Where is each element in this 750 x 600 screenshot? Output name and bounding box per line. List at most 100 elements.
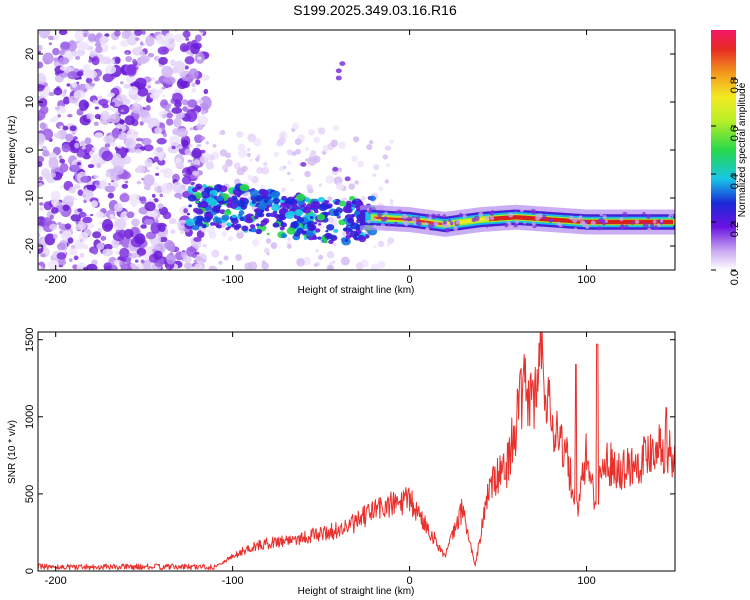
spectrogram-blob — [48, 91, 55, 97]
spectrogram-blob — [91, 146, 97, 152]
spectrogram-blob — [344, 176, 351, 182]
ridge-dot — [650, 223, 654, 228]
spectrogram-blob — [109, 101, 116, 107]
spectrogram-blob — [201, 224, 207, 229]
spectrogram-blob — [165, 253, 176, 265]
spectrogram-blob — [65, 133, 74, 142]
ridge-dot — [508, 212, 514, 218]
spectrogram-blob — [256, 167, 264, 174]
spectrogram-blob — [193, 236, 202, 242]
spectrogram-blob — [101, 218, 114, 232]
spectrogram-blob — [171, 145, 176, 150]
spectrogram-blob — [57, 259, 67, 266]
spectrogram-blob — [145, 35, 155, 47]
spectrogram-blob — [166, 118, 174, 126]
spectrogram-blob — [169, 135, 181, 147]
spectrogram-blob — [369, 195, 377, 202]
spectrogram-blob — [173, 60, 186, 74]
ridge-dot — [671, 214, 674, 217]
spectrogram-blob — [209, 187, 213, 191]
spectrogram-blob — [185, 218, 196, 227]
ridge-dot — [504, 223, 509, 228]
spectrogram-blob — [145, 231, 157, 240]
spectrogram-blob — [141, 137, 152, 146]
spectrogram-blob — [151, 193, 156, 198]
spectrogram-blob — [155, 172, 160, 176]
ridge-dot — [599, 212, 604, 217]
spectrogram-blob — [386, 243, 391, 247]
spectrogram-blob — [260, 189, 269, 197]
spectrogram-blob — [114, 218, 127, 230]
spectrogram-blob — [86, 113, 92, 120]
ridge-dot — [437, 213, 441, 218]
spectrogram-blob — [187, 159, 193, 163]
spectrogram-blob — [49, 214, 54, 220]
spectrogram-blob — [334, 200, 339, 205]
spectrogram-blob — [358, 235, 367, 243]
spectrogram-blob — [186, 246, 197, 257]
spectrogram-blob — [153, 156, 159, 163]
spectrogram-blob — [154, 80, 161, 85]
spectrogram-blob — [52, 233, 58, 240]
spectrogram-blob — [119, 260, 125, 266]
spectrogram-blob — [137, 87, 149, 97]
snr-xlabel: Height of straight line (km) — [298, 586, 415, 597]
spectrogram-blob — [317, 236, 322, 240]
ridge-dot — [471, 217, 477, 223]
spectrogram-blob — [312, 150, 317, 155]
spectrogram-blob — [38, 155, 45, 163]
spectrogram-blob — [230, 223, 236, 228]
spectrogram-blob — [195, 79, 201, 85]
spectrogram-blob — [38, 225, 44, 233]
spectrogram-blob — [75, 55, 81, 61]
spectrogram-blob — [219, 149, 228, 157]
spectrogram-blob — [309, 129, 315, 135]
spectrogram-blob — [76, 41, 89, 51]
spectrogram-blob — [287, 160, 292, 165]
spectrogram-blob — [182, 99, 189, 106]
ridge-dot — [660, 219, 664, 223]
spectrogram-blob — [157, 46, 169, 55]
spectrogram-blob — [183, 208, 188, 214]
spectrogram-blob — [110, 152, 122, 167]
spectrogram-blob — [326, 205, 331, 209]
spectrogram-blob — [94, 106, 100, 110]
spectrogram-blob — [247, 133, 257, 143]
spectrogram-blob — [378, 186, 384, 192]
spectrogram-blob — [78, 232, 89, 242]
spectrogram-blob — [131, 202, 136, 208]
spectrogram-blob — [195, 255, 203, 262]
spectrogram-blob — [145, 105, 151, 111]
spectrogram-blob — [134, 233, 146, 245]
spectrogram-blob — [149, 92, 158, 99]
spectrogram-blob — [38, 232, 41, 238]
spectrogram-blob — [253, 215, 259, 220]
spectrogram-blob — [54, 106, 61, 111]
ridge-dot — [579, 219, 585, 225]
spectrogram-blob — [192, 224, 200, 231]
spectrogram-blob — [332, 242, 337, 247]
ridge-dot — [569, 215, 574, 221]
ridge-dot — [448, 219, 452, 223]
spectrogram-blob — [52, 116, 59, 122]
spectrogram-blob — [156, 137, 167, 145]
spectrogram-blob — [373, 164, 380, 171]
spectrogram-blob — [296, 217, 305, 223]
spectrogram-blob — [315, 228, 321, 233]
spectrogram-blob — [57, 221, 62, 226]
spectrogram-blob — [96, 242, 105, 251]
spectrogram-blob — [239, 183, 249, 192]
spectrogram-blob — [168, 218, 177, 225]
spectrogram-blob — [249, 224, 256, 229]
spectrogram-blob — [313, 221, 318, 225]
spectrogram-blob — [100, 56, 112, 65]
spectrogram-blob — [264, 208, 270, 212]
spectrogram-blob — [144, 218, 154, 226]
spectrogram-blob — [261, 166, 270, 175]
spectrogram-blob — [88, 59, 93, 63]
spectrogram-blob — [328, 239, 334, 245]
spectrogram-blob — [328, 216, 334, 223]
spectrogram-blob — [185, 109, 198, 123]
spectrogram-blob — [198, 30, 206, 33]
spectrogram-blob — [58, 30, 68, 36]
